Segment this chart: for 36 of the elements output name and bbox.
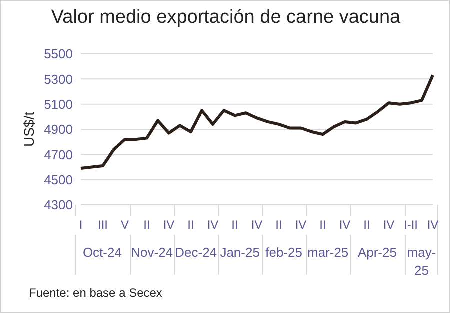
y-tick-label: 5100 (44, 96, 73, 112)
source-note: Fuente: en base a Secex (29, 286, 162, 300)
text: feb-25 (266, 245, 303, 260)
x-tick-label: IV (339, 218, 351, 232)
x-tick-label: IV (163, 218, 175, 232)
x-tick-label: II (188, 218, 194, 232)
text: Oct-24 (82, 245, 122, 260)
text: may-25 (407, 245, 436, 278)
chart-title: Valor medio exportación de carne vacuna (50, 7, 402, 29)
x-tick-label: IV (295, 218, 307, 232)
text: Jan-25 (220, 245, 260, 260)
y-axis-title: US$/t (20, 112, 37, 148)
y-tick-label: 4300 (44, 198, 73, 213)
text: Nov-24 (131, 245, 174, 260)
text: Dec-24 (175, 245, 218, 260)
y-tick-label: 4700 (44, 147, 73, 162)
text: Apr-25 (358, 245, 397, 260)
x-tick-label: I-II (404, 218, 418, 232)
x-tick-label: II (232, 218, 238, 232)
x-tick-label: II (364, 218, 370, 232)
y-tick-label: 5300 (44, 72, 73, 87)
text: mar-25 (307, 245, 349, 260)
x-tick-label: II (320, 218, 326, 232)
x-tick-label: II (144, 218, 150, 232)
y-tick-label: 4900 (44, 122, 73, 138)
x-tick-label: III (98, 218, 108, 232)
line-series (80, 74, 434, 170)
x-tick-label: II (276, 218, 282, 232)
x-tick-label: IV (207, 218, 219, 232)
x-tick-label: IV (251, 218, 263, 232)
y-tick-label: 5500 (44, 46, 73, 62)
x-tick-label: IV (383, 218, 395, 232)
y-tick-label: 4500 (44, 172, 73, 188)
x-tick-label: IV (427, 218, 439, 232)
x-tick-label: I (79, 218, 83, 232)
x-tick-label: V (120, 218, 130, 232)
